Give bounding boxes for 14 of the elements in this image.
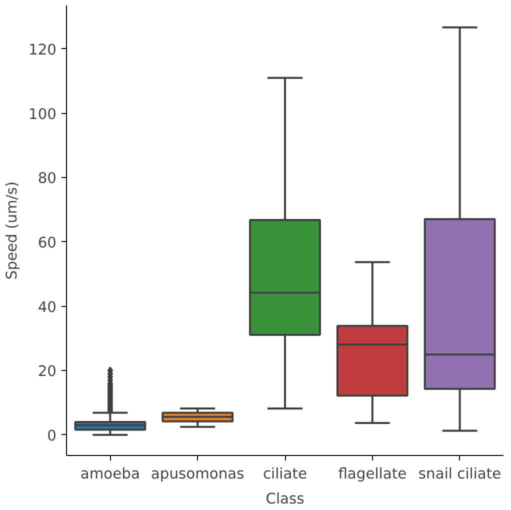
y-axis-title: Speed (um/s)	[4, 181, 21, 280]
x-tick-label: ciliate	[262, 466, 308, 482]
x-tick-label: amoeba	[80, 466, 140, 482]
x-tick-label: snail ciliate	[418, 466, 502, 482]
y-tick-label: 80	[38, 170, 57, 188]
y-tick-label: 60	[38, 234, 57, 252]
y-tick-label: 120	[28, 41, 57, 58]
y-tick-label: 100	[28, 106, 57, 123]
x-tick-label: flagellate	[338, 466, 407, 482]
x-axis-title: Class	[266, 490, 304, 508]
x-tick-label: apusomonas	[150, 466, 244, 482]
y-tick-label: 40	[38, 298, 57, 316]
y-tick-label: 20	[38, 363, 57, 380]
y-tick-label: 0	[47, 427, 57, 444]
